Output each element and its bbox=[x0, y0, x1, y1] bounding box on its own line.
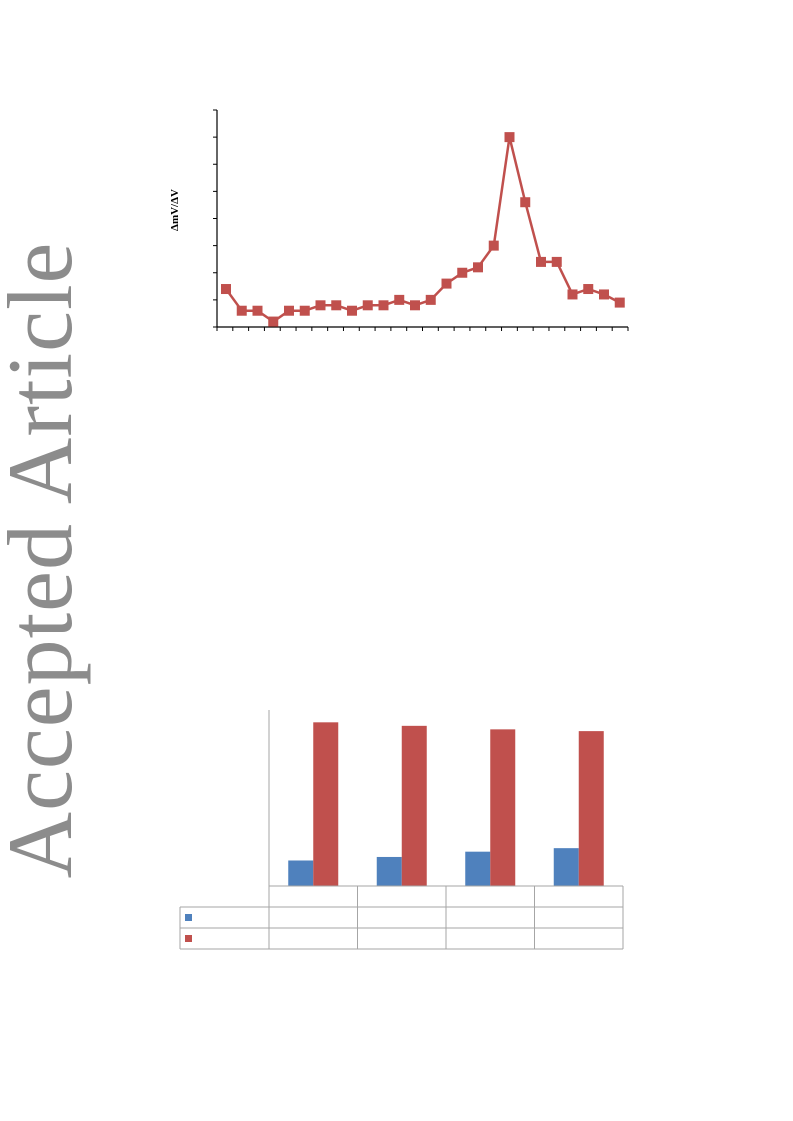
line-point bbox=[441, 278, 452, 289]
line-point bbox=[520, 197, 531, 208]
bar-series-2 bbox=[313, 722, 339, 886]
line-point bbox=[457, 267, 468, 278]
legend-key-series-2 bbox=[185, 935, 192, 942]
line-point bbox=[410, 300, 420, 311]
bar-series-1 bbox=[465, 851, 491, 886]
line-point bbox=[252, 305, 263, 316]
line-point bbox=[425, 294, 436, 305]
line-point bbox=[315, 300, 326, 311]
line-point bbox=[536, 256, 546, 267]
line-chart-axes bbox=[213, 109, 629, 331]
bar-series-1 bbox=[288, 860, 314, 886]
legend-key-series-1 bbox=[185, 914, 192, 921]
line-point bbox=[221, 284, 231, 295]
line-point bbox=[614, 297, 625, 308]
line-point bbox=[599, 289, 609, 300]
bar-data-table bbox=[179, 885, 624, 950]
line-point bbox=[583, 284, 594, 295]
line-y-axis-label: ΔmV/ΔV bbox=[169, 189, 181, 231]
bar-series-1 bbox=[376, 856, 402, 886]
bar-series-2 bbox=[578, 731, 604, 886]
bar-series-2 bbox=[401, 725, 427, 886]
line-point bbox=[331, 300, 342, 311]
line-point bbox=[347, 305, 357, 316]
line-point bbox=[268, 316, 279, 327]
line-point bbox=[504, 132, 515, 143]
line-point bbox=[378, 300, 389, 311]
line-point bbox=[236, 305, 247, 316]
line-point bbox=[567, 289, 578, 300]
bar-series-2 bbox=[490, 729, 516, 886]
line-point bbox=[299, 305, 310, 316]
line-point bbox=[394, 294, 405, 305]
line-markers bbox=[221, 132, 625, 327]
line-point bbox=[551, 256, 562, 267]
line-point bbox=[362, 300, 373, 311]
line-point bbox=[473, 262, 483, 273]
line-point bbox=[284, 305, 294, 316]
line-point bbox=[488, 240, 499, 251]
bar-rects bbox=[288, 722, 604, 886]
bar-series-1 bbox=[553, 848, 579, 886]
